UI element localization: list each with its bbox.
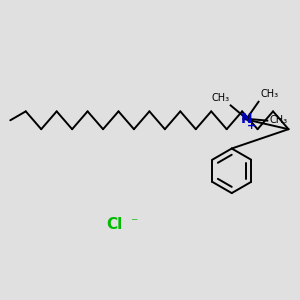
Text: CH₃: CH₃	[260, 89, 278, 99]
Text: ⁻: ⁻	[130, 216, 137, 230]
Text: N: N	[241, 112, 252, 126]
Text: +: +	[247, 121, 256, 131]
Text: CH₃: CH₃	[270, 115, 288, 125]
Text: Cl: Cl	[106, 217, 122, 232]
Text: CH₃: CH₃	[211, 93, 229, 103]
